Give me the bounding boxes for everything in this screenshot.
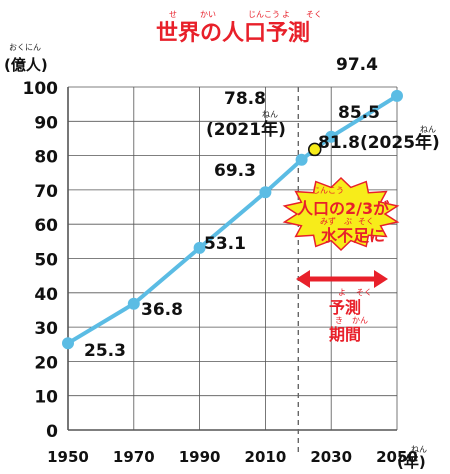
title-furigana-jinkou: じんこう (248, 10, 280, 19)
burst-line-1: 人口の2/3が (297, 199, 389, 218)
y-tick-label: 90 (34, 113, 58, 133)
title-furigana-soku: そく (306, 10, 322, 19)
label-2025-furigana: ねん (420, 125, 436, 134)
title-furigana: せ かい じんこう よ そく (169, 10, 322, 19)
data-points (62, 89, 403, 350)
data-label-1950: 25.3 (84, 341, 126, 361)
data-label-1990: 53.1 (204, 234, 246, 254)
y-tick-label: 0 (46, 422, 58, 442)
data-label-2030: 85.5 (338, 103, 380, 123)
data-label-2050: 97.4 (336, 55, 378, 75)
y-tick-label: 100 (23, 79, 59, 99)
y-axis-unit: (億人) (4, 56, 48, 74)
title-furigana-se: せ (169, 10, 177, 19)
water-shortage-burst (282, 176, 400, 252)
x-tick-label: 2050 (376, 448, 418, 466)
x-unit-furigana: ねん (411, 445, 427, 454)
data-label-1970: 36.8 (141, 300, 183, 320)
data-point-2021 (295, 153, 308, 166)
y-tick-label: 60 (34, 216, 58, 236)
x-tick-label: 2030 (310, 448, 352, 466)
label-2021-furigana: ねん (262, 110, 278, 119)
y-tick-label: 50 (34, 251, 58, 271)
data-label-2025: 81.8(2025年) (318, 132, 440, 153)
chart-title: 世界の人口予測 (156, 21, 310, 46)
burst-furigana-jinkou: じんこう (312, 186, 344, 195)
period-furigana-soku: そく (356, 288, 372, 297)
data-point-2010 (259, 186, 272, 199)
period-furigana-ki: き (335, 316, 343, 325)
prediction-period-arrow (296, 270, 388, 288)
burst-furigana-mizu: みず (320, 216, 336, 226)
period-label-1: 予測 (329, 298, 361, 317)
title-furigana-kai: かい (200, 10, 216, 19)
period-label-2: 期間 (329, 325, 361, 344)
title-furigana-yo: よ (282, 10, 290, 19)
grid (67, 86, 398, 431)
period-furigana-kan: かん (352, 316, 368, 325)
data-label-2010: 69.3 (214, 161, 256, 181)
y-unit-furigana: おくにん (9, 43, 41, 52)
y-tick-label: 20 (34, 353, 58, 373)
x-tick-label: 1950 (47, 448, 89, 466)
x-tick-label: 2010 (245, 448, 287, 466)
y-tick-label: 30 (34, 319, 58, 339)
x-axis-ticks: 1950 1970 1990 2010 2030 2050 (47, 448, 418, 466)
data-point-1970 (127, 297, 140, 310)
x-tick-label: 1970 (113, 448, 155, 466)
data-point-2030 (325, 130, 338, 143)
y-tick-label: 40 (34, 285, 58, 305)
data-point-2050 (391, 89, 403, 102)
data-point-1950 (62, 337, 74, 350)
burst-furigana-soku: そく (358, 217, 374, 226)
data-label-2021-value: 78.8 (224, 89, 266, 109)
period-furigana-yo: よ (338, 288, 346, 297)
y-axis-ticks: 0 10 20 30 40 50 60 70 80 90 100 (23, 79, 59, 442)
x-axis-unit: (年) (397, 453, 426, 471)
y-tick-label: 70 (34, 182, 58, 202)
y-tick-label: 10 (34, 388, 58, 408)
y-tick-label: 80 (34, 148, 58, 168)
data-label-2021-year: (2021年) (206, 119, 286, 140)
x-tick-label: 1990 (179, 448, 221, 466)
data-point-highlight-2025 (308, 142, 322, 157)
burst-furigana-bu: ぶ (344, 217, 352, 226)
burst-line-2: 水不足に (321, 226, 385, 245)
data-point-1990 (193, 241, 206, 254)
